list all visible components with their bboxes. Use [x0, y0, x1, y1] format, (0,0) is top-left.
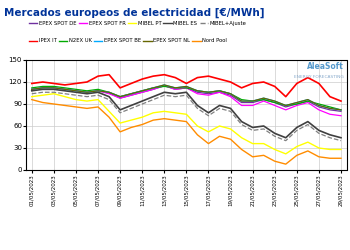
Text: Mercados europeos de electricidad [€/MWh]: Mercados europeos de electricidad [€/MWh… — [4, 8, 264, 18]
Text: ENERGY FORECASTING: ENERGY FORECASTING — [294, 76, 343, 80]
Legend: IPEX IT, N2EX UK, EPEX SPOT BE, EPEX SPOT NL, Nord Pool: IPEX IT, N2EX UK, EPEX SPOT BE, EPEX SPO… — [29, 38, 228, 44]
Text: AleaSoft: AleaSoft — [307, 62, 343, 71]
